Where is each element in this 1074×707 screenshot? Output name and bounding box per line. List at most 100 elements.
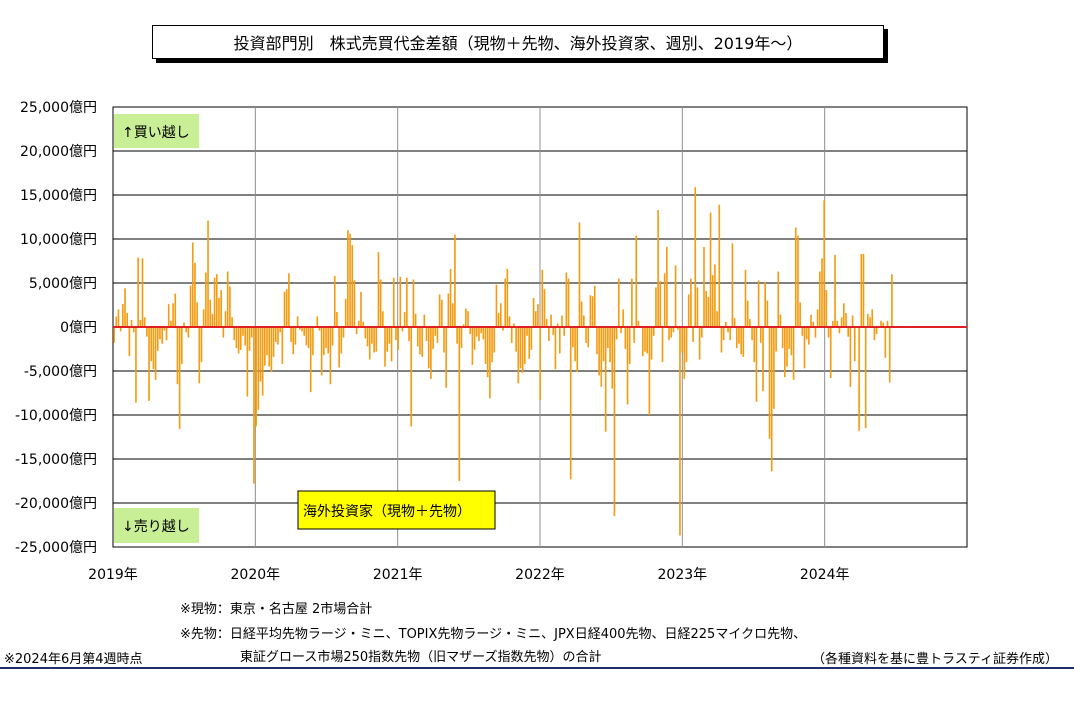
bar <box>777 271 780 327</box>
bar <box>152 327 155 370</box>
bar <box>506 268 509 327</box>
bar <box>312 327 314 356</box>
bar <box>749 319 751 327</box>
bar <box>226 271 229 327</box>
bar <box>657 209 659 327</box>
bar <box>443 327 445 353</box>
bar <box>194 262 196 327</box>
bar <box>770 327 773 472</box>
bar <box>320 327 323 376</box>
bar <box>692 327 694 342</box>
bar <box>430 327 432 379</box>
bar <box>222 327 225 338</box>
bar <box>530 327 533 350</box>
bar <box>495 284 498 327</box>
bar <box>294 327 297 345</box>
bar <box>205 272 207 327</box>
bar <box>279 327 281 333</box>
bar <box>528 327 531 359</box>
bar <box>176 327 179 385</box>
bar <box>141 258 144 327</box>
bar <box>764 282 766 327</box>
bar <box>548 327 550 342</box>
bar <box>642 327 644 357</box>
bar <box>242 327 244 336</box>
bar <box>700 327 703 338</box>
bar <box>731 243 734 327</box>
note-spot: ※現物：東京・名古屋 2市場合計 <box>180 602 373 617</box>
bar <box>812 321 815 327</box>
bar <box>827 327 830 338</box>
bar <box>274 327 277 342</box>
bar <box>288 273 290 327</box>
y-tick-label: 5,000億円 <box>29 276 97 292</box>
bar <box>183 322 185 327</box>
bar <box>198 327 201 384</box>
bar <box>626 327 629 405</box>
bar <box>853 327 856 362</box>
bar <box>200 327 203 363</box>
bar <box>832 320 834 327</box>
bar <box>875 327 878 335</box>
bar <box>353 280 356 327</box>
note-as-of: ※2024年6月第4週時点 <box>4 652 143 667</box>
bar <box>652 327 655 336</box>
bar <box>705 290 707 327</box>
y-tick-label: 25,000億円 <box>20 100 97 116</box>
bar <box>773 327 775 409</box>
bar <box>615 327 618 340</box>
bar <box>301 327 303 332</box>
bar <box>375 327 378 352</box>
bar <box>137 257 139 327</box>
bar <box>624 327 627 349</box>
bar <box>849 327 852 387</box>
bar <box>714 264 716 327</box>
bar <box>578 222 581 327</box>
bar <box>196 302 198 327</box>
bar <box>880 320 882 327</box>
bar <box>694 187 697 327</box>
bar <box>502 327 504 331</box>
bar <box>327 327 330 354</box>
bar <box>213 277 216 327</box>
bar <box>593 285 596 327</box>
bar <box>628 327 631 364</box>
bar <box>412 279 415 327</box>
bar <box>587 327 590 348</box>
bar <box>351 245 354 327</box>
bar <box>454 234 456 327</box>
bar <box>650 327 653 360</box>
bar <box>607 327 609 349</box>
bar <box>202 309 205 327</box>
bar <box>687 294 690 327</box>
bar <box>406 277 408 327</box>
bar <box>751 327 753 341</box>
bar <box>779 314 782 327</box>
bar <box>235 327 238 349</box>
bar <box>727 327 729 333</box>
bar <box>421 327 423 357</box>
bar <box>340 327 343 354</box>
bar <box>838 327 841 334</box>
bar <box>126 312 129 327</box>
bar <box>867 313 869 327</box>
bar <box>397 327 399 350</box>
bar <box>871 309 874 327</box>
bar <box>676 327 679 330</box>
y-tick-label: -15,000億円 <box>15 452 97 468</box>
bar <box>253 327 255 484</box>
bar <box>884 327 887 358</box>
bar <box>174 293 177 327</box>
x-tick-label: 2020年 <box>231 567 281 583</box>
bar <box>187 327 190 338</box>
bar <box>554 327 557 370</box>
bar <box>552 327 555 335</box>
bar <box>224 311 227 327</box>
bar <box>307 327 310 349</box>
bar <box>163 327 166 331</box>
bar <box>360 291 362 327</box>
bar <box>572 327 574 348</box>
bar <box>840 317 843 327</box>
bar <box>738 327 740 344</box>
bar <box>768 327 771 439</box>
